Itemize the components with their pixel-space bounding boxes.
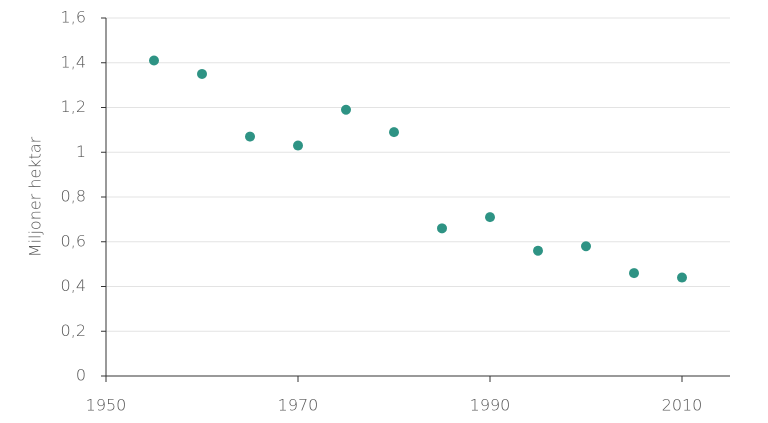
- point: [341, 104, 351, 115]
- point: [197, 68, 207, 79]
- y-tick-label: 1,6: [61, 8, 86, 27]
- y-tick-label: 0,6: [61, 231, 86, 250]
- x-tick-label: 2010: [662, 396, 703, 415]
- point: [293, 140, 303, 151]
- point: [581, 241, 591, 252]
- point: [437, 223, 447, 234]
- point: [533, 245, 543, 256]
- y-tick-label: 1,4: [61, 52, 86, 71]
- point: [485, 212, 495, 223]
- point: [677, 272, 687, 283]
- y-tick-label: 0,2: [61, 321, 86, 340]
- x-tick-label: 1970: [278, 396, 319, 415]
- y-tick-label: 0: [76, 366, 86, 385]
- y-tick-label: 0,8: [61, 187, 86, 206]
- y-axis-label: Miljoner hektar: [26, 136, 45, 257]
- x-tick-label: 1950: [86, 396, 127, 415]
- point: [149, 55, 159, 66]
- x-tick-label: 1990: [470, 396, 511, 415]
- point: [389, 127, 399, 138]
- y-tick-label: 1,2: [61, 97, 86, 116]
- y-tick-label: 1: [76, 142, 86, 161]
- y-tick-label: 0,4: [61, 276, 86, 295]
- point: [629, 268, 639, 279]
- point: [245, 131, 255, 142]
